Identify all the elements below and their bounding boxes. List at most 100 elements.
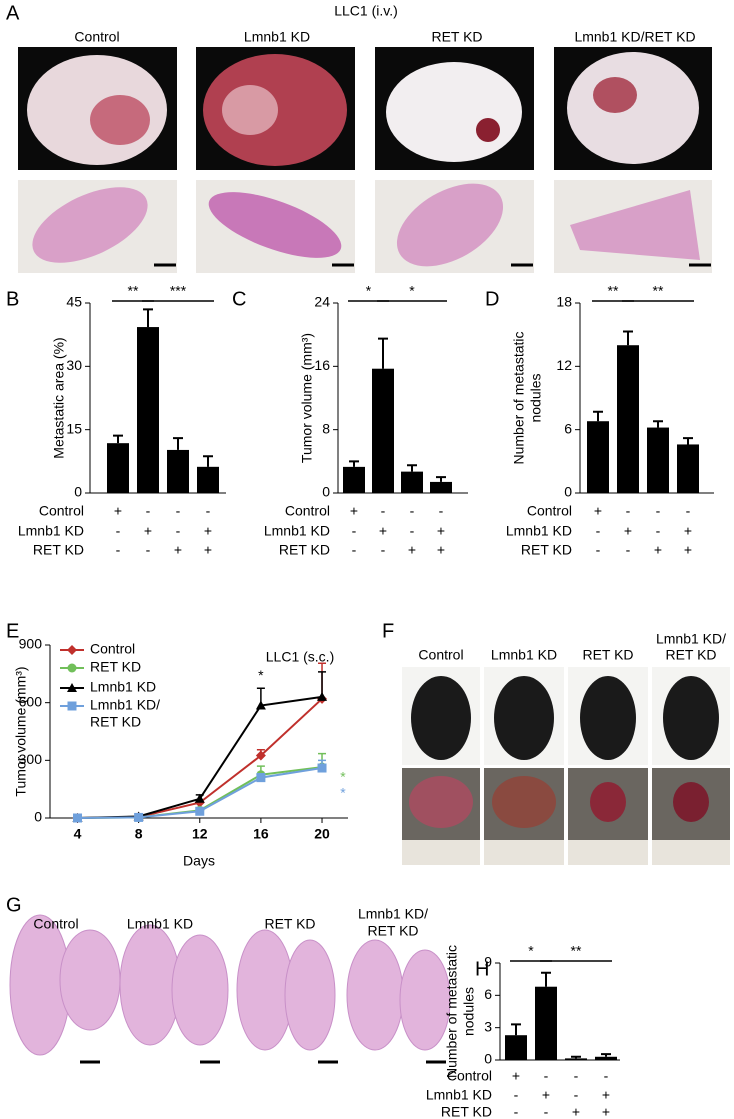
significance-label: ** [653,283,664,299]
legend-label: Lmnb1 KD [90,679,156,695]
condition-label: Lmnb1 KD [18,523,84,539]
condition-mark: + [204,542,212,558]
bar [107,443,129,493]
error-bar [683,437,693,445]
condition-mark: - [381,503,386,519]
marker [67,645,77,655]
marker [255,750,266,761]
annotation: LLC1 (s.c.) [266,649,334,665]
error-bar [349,460,359,467]
condition-mark: + [654,542,662,558]
condition-mark: + [350,503,358,519]
significance-label: ** [571,943,582,959]
group-label: Control [33,916,78,932]
y-tick-label: 30 [66,357,82,373]
legend-label: RET KD [90,659,141,675]
condition-mark: + [379,523,387,539]
condition-mark: - [574,1068,579,1084]
condition-mark: - [352,542,357,558]
condition-mark: - [410,523,415,539]
condition-label: Control [39,503,84,519]
x-axis-label: Days [183,853,215,869]
error-bar [436,476,446,482]
marker [67,683,77,692]
marker [67,701,77,711]
panel-letter: G [6,894,22,916]
condition-mark: + [174,542,182,558]
condition-mark: - [514,1104,519,1119]
bar [505,1035,527,1060]
significance-label: * [340,785,346,801]
marker [194,793,205,803]
condition-mark: - [626,503,631,519]
condition-mark: + [408,542,416,558]
y-tick-label: 0 [34,809,42,825]
marker [255,700,266,710]
y-tick-label: 16 [314,357,330,373]
group-label: RET KD [264,916,315,932]
significance-label: ** [608,283,619,299]
condition-mark: - [544,1068,549,1084]
group-label: RET KD [665,647,716,663]
bar [197,466,219,493]
y-tick-label: 12 [556,357,572,373]
panel-letter: B [6,288,19,310]
group-label: Lmnb1 KD/ [656,631,726,647]
error-bar [541,971,551,987]
panel-letter: A [6,2,20,24]
y-tick-label: 300 [19,751,43,767]
error-bar [511,1023,521,1036]
significance-label: * [340,769,346,785]
x-tick-label: 16 [253,826,269,842]
group-label: RET KD [367,923,418,939]
condition-mark: + [602,1104,610,1119]
condition-mark: - [116,523,121,539]
panel-letter: F [382,620,394,642]
condition-label: Control [285,503,330,519]
bar [137,327,159,493]
condition-mark: - [604,1068,609,1084]
condition-mark: - [626,542,631,558]
marker [134,812,144,822]
condition-mark: + [204,523,212,539]
condition-mark: - [176,523,181,539]
condition-mark: - [656,523,661,539]
y-tick-label: 0 [564,484,572,500]
error-bar [407,464,417,472]
condition-mark: - [116,542,121,558]
condition-mark: + [114,503,122,519]
marker [317,691,328,701]
legend-label: Lmnb1 KD/ [90,697,160,713]
y-axis-label: nodules [528,373,544,422]
x-tick-label: 20 [314,826,330,842]
error-bar [113,434,123,444]
bar [343,466,365,493]
condition-mark: - [656,503,661,519]
y-tick-label: 24 [314,294,330,310]
group-label: Control [74,29,119,45]
condition-mark: - [686,503,691,519]
marker [317,763,327,773]
condition-mark: - [439,503,444,519]
condition-label: Lmnb1 KD [506,523,572,539]
y-tick-label: 0 [484,1051,492,1067]
condition-label: RET KD [521,542,572,558]
condition-mark: - [176,503,181,519]
y-tick-label: 600 [19,693,43,709]
error-bar [143,308,153,328]
condition-mark: + [542,1087,550,1103]
group-label: Lmnb1 KD/ [358,906,428,922]
legend-label: Control [90,641,135,657]
condition-mark: - [352,523,357,539]
y-tick-label: 9 [484,954,492,970]
bar [565,1058,587,1060]
y-axis-label: nodules [461,987,477,1036]
bar [647,427,669,493]
condition-mark: - [410,503,415,519]
y-tick-label: 8 [322,420,330,436]
x-tick-label: 4 [74,826,82,842]
error-bar [653,420,663,428]
y-axis-label: Tumor volume (mm³) [299,333,315,463]
condition-mark: - [574,1087,579,1103]
